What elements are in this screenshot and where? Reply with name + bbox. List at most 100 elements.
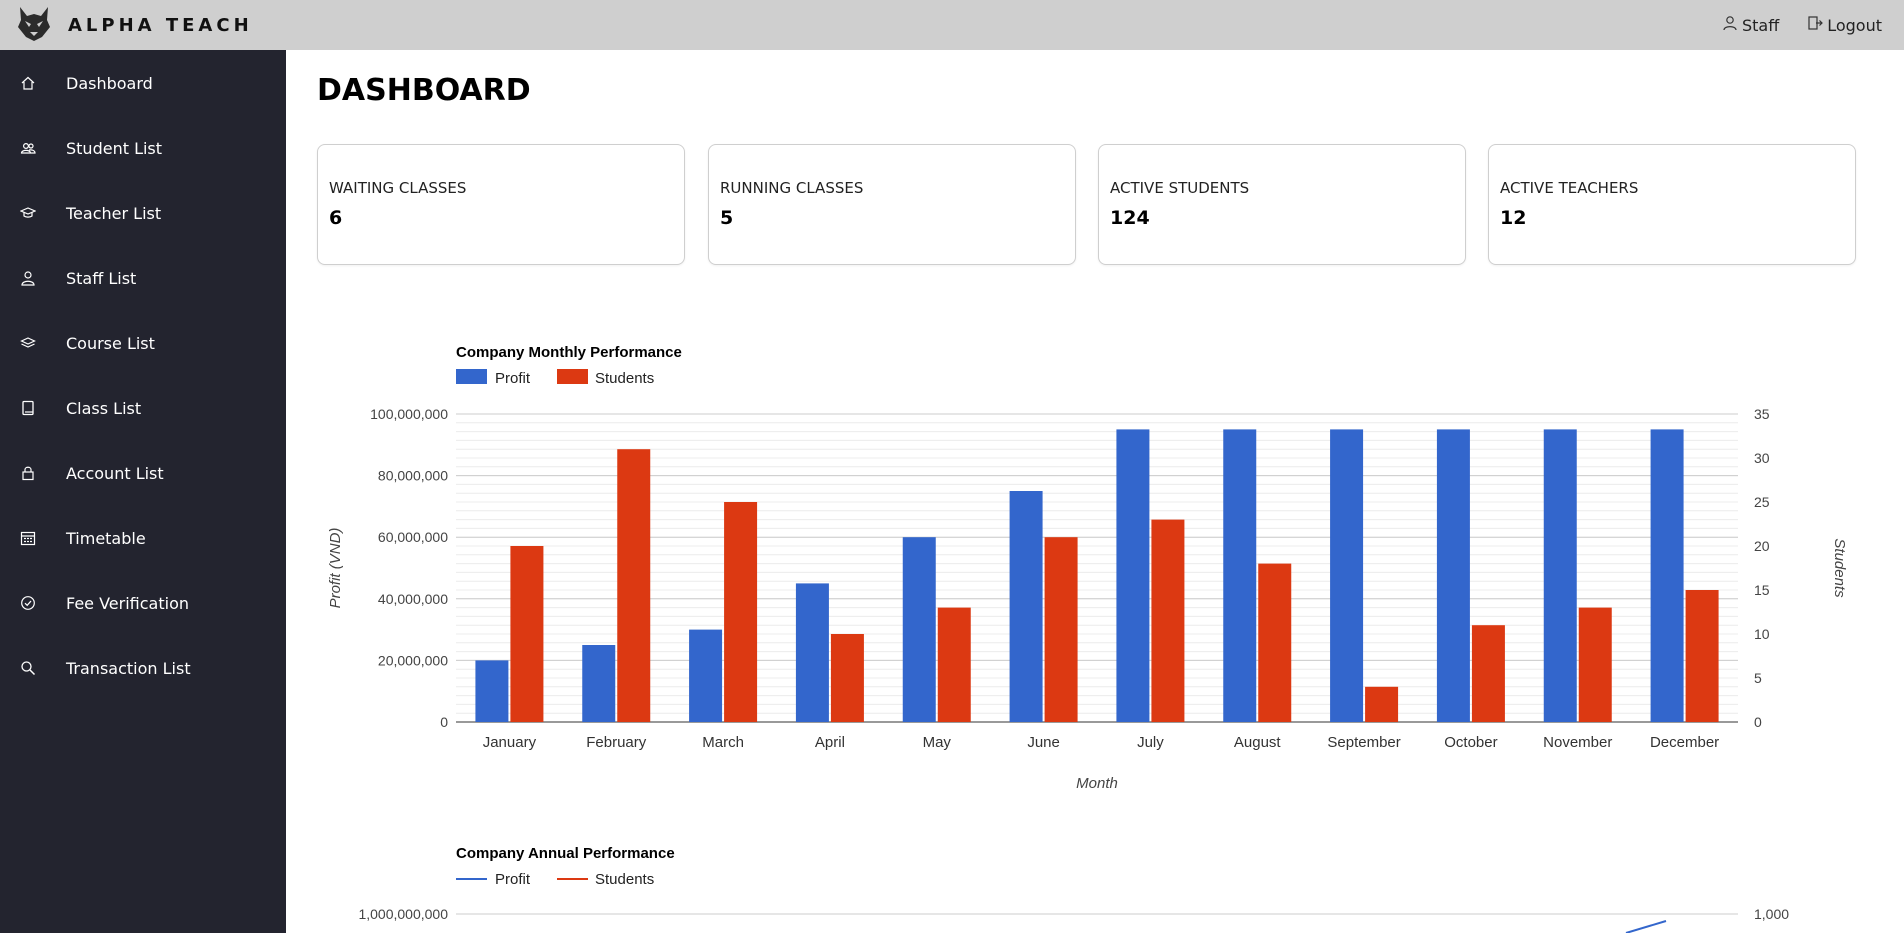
chart-title: Company Annual Performance xyxy=(456,845,675,862)
bar-students xyxy=(1471,625,1505,722)
bar-profit xyxy=(582,645,616,722)
chart-title: Company Monthly Performance xyxy=(456,344,682,361)
stat-value: 6 xyxy=(329,207,343,229)
y-tick-label: 80,000,000 xyxy=(378,468,448,484)
logout-link[interactable]: Logout xyxy=(1807,15,1882,35)
y-tick-label: 100,000,000 xyxy=(370,406,448,422)
stat-card-active-students: ACTIVE STUDENTS 124 xyxy=(1098,144,1466,265)
sidebar-item-label: Timetable xyxy=(66,528,146,548)
sidebar-item-fee-verification[interactable]: Fee Verification xyxy=(0,583,286,623)
bar-students xyxy=(1685,590,1719,722)
stat-value: 124 xyxy=(1110,207,1150,229)
stat-value: 5 xyxy=(720,207,734,229)
line-profit xyxy=(1625,920,1667,933)
charts-canvas: Company Monthly Performance Profit Student… xyxy=(327,344,1848,933)
graduation-cap-icon xyxy=(19,204,37,222)
bar-profit xyxy=(1543,429,1577,722)
brand[interactable]: ALPHA TEACH xyxy=(14,4,253,46)
users-icon xyxy=(19,139,37,157)
sidebar-item-student-list[interactable]: Student List xyxy=(0,128,286,168)
layers-icon xyxy=(19,334,37,352)
y2-tick-label: 10 xyxy=(1754,626,1770,642)
book-icon xyxy=(19,399,37,417)
logout-icon xyxy=(1807,15,1824,35)
bar-students xyxy=(510,546,544,722)
stat-label: ACTIVE STUDENTS xyxy=(1110,179,1250,197)
bar-profit xyxy=(795,583,829,722)
stat-label: ACTIVE TEACHERS xyxy=(1500,179,1639,197)
stat-card-running-classes: RUNNING CLASSES 5 xyxy=(708,144,1076,265)
sidebar-item-teacher-list[interactable]: Teacher List xyxy=(0,193,286,233)
stat-label: WAITING CLASSES xyxy=(329,179,467,197)
lock-icon xyxy=(19,464,37,482)
y2-tick-label: 1,000 xyxy=(1754,906,1789,922)
y2-axis-title: Students xyxy=(1831,538,1848,598)
legend-label-profit: Profit xyxy=(495,871,531,888)
x-tick-label: December xyxy=(1650,734,1719,751)
bar-students xyxy=(617,449,651,722)
stat-label: RUNNING CLASSES xyxy=(720,179,864,197)
y2-tick-label: 25 xyxy=(1754,494,1770,510)
brand-name: ALPHA TEACH xyxy=(68,14,253,36)
user-icon xyxy=(1722,15,1738,35)
staff-link[interactable]: Staff xyxy=(1722,15,1779,35)
sidebar-item-transaction-list[interactable]: Transaction List xyxy=(0,648,286,688)
legend-label-students: Students xyxy=(595,871,654,888)
search-icon xyxy=(19,659,37,677)
sidebar-item-label: Staff List xyxy=(66,268,137,288)
x-tick-label: September xyxy=(1327,734,1400,751)
bar-profit xyxy=(1436,429,1470,722)
sidebar-item-account-list[interactable]: Account List xyxy=(0,453,286,493)
sidebar-item-label: Fee Verification xyxy=(66,593,189,613)
sidebar-item-label: Class List xyxy=(66,398,142,418)
legend-swatch-profit xyxy=(456,369,487,384)
legend-label-students: Students xyxy=(595,370,654,387)
sidebar-item-label: Dashboard xyxy=(66,73,153,93)
logout-label: Logout xyxy=(1827,15,1882,35)
bar-students xyxy=(830,634,864,722)
y2-tick-label: 0 xyxy=(1754,714,1762,730)
sidebar-item-staff-list[interactable]: Staff List xyxy=(0,258,286,298)
sidebar-item-class-list[interactable]: Class List xyxy=(0,388,286,428)
x-tick-label: November xyxy=(1543,734,1612,751)
x-tick-label: January xyxy=(483,734,537,751)
y-tick-label: 0 xyxy=(440,714,448,730)
sidebar-item-label: Course List xyxy=(66,333,155,353)
x-tick-label: March xyxy=(702,734,744,751)
y2-tick-label: 35 xyxy=(1754,406,1770,422)
wolf-logo-icon xyxy=(14,3,54,48)
page-title: DASHBOARD xyxy=(317,73,531,108)
bar-students xyxy=(724,502,758,722)
staff-label: Staff xyxy=(1741,15,1780,35)
y-tick-label: 20,000,000 xyxy=(378,652,448,668)
legend-swatch-students xyxy=(557,369,588,384)
bar-students xyxy=(1258,563,1292,722)
bar-students xyxy=(1151,519,1185,722)
main-content: DASHBOARD WAITING CLASSES 6 RUNNING CLAS… xyxy=(286,50,1904,933)
bar-students xyxy=(1578,607,1612,722)
y-axis-title: Profit (VND) xyxy=(327,528,344,609)
y-tick-label: 60,000,000 xyxy=(378,529,448,545)
x-tick-label: July xyxy=(1137,734,1164,751)
bar-profit xyxy=(902,537,936,722)
bar-students xyxy=(1044,537,1078,722)
bar-students xyxy=(937,607,971,722)
bar-profit xyxy=(689,629,723,722)
x-tick-label: June xyxy=(1027,734,1060,751)
stat-value: 12 xyxy=(1500,207,1527,229)
x-tick-label: April xyxy=(815,734,845,751)
bar-profit xyxy=(1330,429,1364,722)
sidebar-item-course-list[interactable]: Course List xyxy=(0,323,286,363)
sidebar-item-dashboard[interactable]: Dashboard xyxy=(0,63,286,103)
bar-profit xyxy=(1009,491,1043,722)
sidebar-item-label: Student List xyxy=(66,138,163,158)
sidebar-item-label: Transaction List xyxy=(66,658,191,678)
y-tick-label: 1,000,000,000 xyxy=(358,906,448,922)
sidebar-item-timetable[interactable]: Timetable xyxy=(0,518,286,558)
check-circle-icon xyxy=(19,594,37,612)
top-navbar: ALPHA TEACH Staff Logout xyxy=(0,0,1904,50)
y2-tick-label: 20 xyxy=(1754,538,1770,554)
bar-profit xyxy=(1650,429,1684,722)
bar-profit xyxy=(475,660,509,722)
sidebar-item-label: Teacher List xyxy=(66,203,162,223)
